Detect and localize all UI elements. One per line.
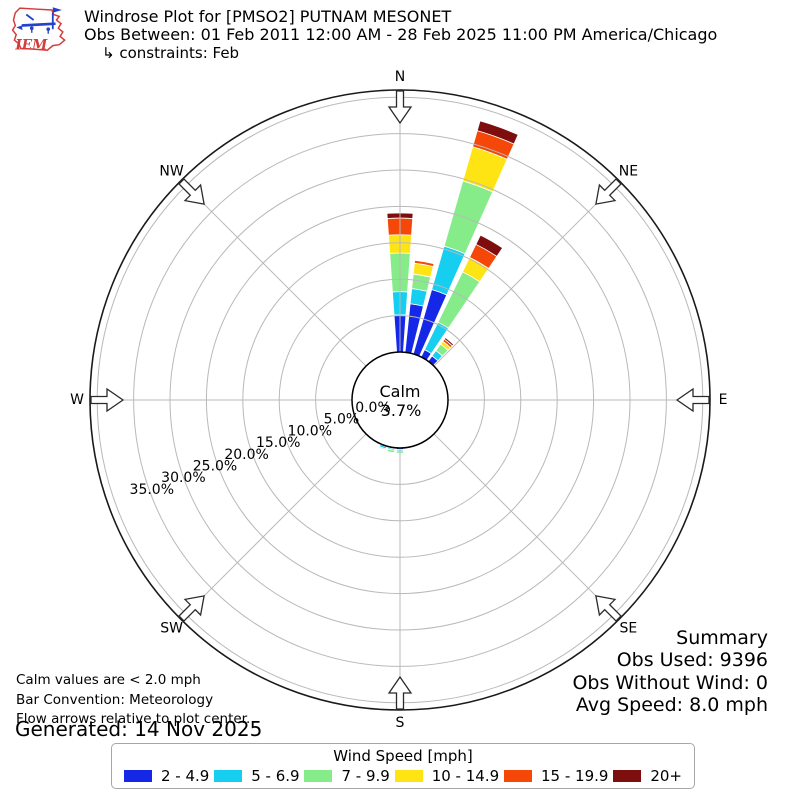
plot-subtitle: Obs Between: 01 Feb 2011 12:00 AM - 28 F… <box>84 25 718 44</box>
summary-block: Summary Obs Used: 9396 Obs Without Wind:… <box>572 627 768 717</box>
header: IEM Windrose Plot for [PMSO2] PUTNAM MES… <box>8 4 717 62</box>
legend-swatch-icon <box>124 770 152 782</box>
radial-tick-label: 35.0% <box>130 482 174 498</box>
plot-notes: Calm values are < 2.0 mph Bar Convention… <box>16 671 250 730</box>
flow-arrow-icon <box>90 387 125 413</box>
compass-label-n: N <box>395 69 405 85</box>
flow-arrow-icon <box>387 90 413 125</box>
summary-obs-used: Obs Used: 9396 <box>616 649 768 672</box>
grid-spoke <box>180 180 367 367</box>
note-convention: Bar Convention: Meteorology <box>16 691 214 708</box>
radial-tick-label: 5.0% <box>324 412 360 428</box>
generated-timestamp: Generated: 14 Nov 2025 <box>15 717 263 741</box>
petal-segment <box>413 259 435 268</box>
compass-label-nw: NW <box>159 164 183 180</box>
calm-label: Calm <box>379 382 420 401</box>
legend-item: 7 - 9.9 <box>304 767 390 785</box>
grid-spoke <box>433 180 620 367</box>
radial-tick-label: 10.0% <box>288 423 332 439</box>
radial-tick-label: 15.0% <box>256 435 300 451</box>
calm-value: 3.7% <box>381 401 422 420</box>
legend-item: 10 - 14.9 <box>394 767 500 785</box>
compass-label-e: E <box>719 392 728 408</box>
radial-tick-label: 20.0% <box>224 447 268 463</box>
note-calm: Calm values are < 2.0 mph <box>16 672 201 688</box>
compass-label-w: W <box>70 392 84 408</box>
compass-label-sw: SW <box>160 620 183 636</box>
legend-item: 5 - 6.9 <box>214 767 300 785</box>
grid-spoke <box>433 433 620 620</box>
legend-item: 2 - 4.9 <box>124 767 209 785</box>
legend-label: 5 - 6.9 <box>251 767 300 785</box>
legend-label: 10 - 14.9 <box>431 767 500 785</box>
iem-logo: IEM <box>11 7 66 53</box>
flow-arrow-icon <box>595 178 622 205</box>
legend-swatch-icon <box>504 770 533 782</box>
legend-label: 2 - 4.9 <box>161 767 210 785</box>
logo-text: IEM <box>14 37 48 53</box>
plot-title: Windrose Plot for [PMSO2] PUTNAM MESONET <box>84 7 452 26</box>
plot-boundary-circle <box>89 89 711 711</box>
legend-swatch-icon <box>394 770 423 782</box>
flow-arrow-icon <box>178 595 205 622</box>
radial-tick-label: 25.0% <box>193 459 237 475</box>
legend-item: 20+ <box>613 767 682 785</box>
legend-title: Wind Speed [mph] <box>333 747 473 765</box>
legend-items: 2 - 4.9 5 - 6.9 7 - 9.9 10 - 14.9 15 - 19.9 2… <box>112 764 694 785</box>
radial-tick-label: 0.0% <box>355 400 391 416</box>
petal-segment <box>386 451 395 454</box>
flow-arrow-icon <box>387 675 413 710</box>
compass-label-se: SE <box>620 620 638 636</box>
legend-item: 15 - 19.9 <box>504 767 608 785</box>
legend-label: 7 - 9.9 <box>341 767 390 785</box>
legend-label: 20+ <box>650 767 682 785</box>
flow-arrow-icon <box>595 595 622 622</box>
petal-segment <box>409 288 428 307</box>
plot-constraint: ↳ constraints: Feb <box>102 44 240 62</box>
petal-segment <box>476 120 519 145</box>
flow-arrow-icon <box>178 178 205 205</box>
flow-arrow-icon <box>675 387 710 413</box>
note-arrows: Flow arrows relative to plot center. <box>16 711 251 727</box>
summary-title: Summary <box>676 627 768 649</box>
weather-vane-icon <box>16 7 62 34</box>
compass-label-s: S <box>396 715 405 731</box>
title-block: Windrose Plot for [PMSO2] PUTNAM MESONET… <box>84 4 718 63</box>
petal-segment <box>475 234 504 257</box>
petal-segment <box>443 337 455 347</box>
summary-avg-speed: Avg Speed: 8.0 mph <box>575 694 768 717</box>
legend-swatch-icon <box>613 770 642 782</box>
legend-label: 15 - 19.9 <box>541 767 609 785</box>
summary-obs-without-wind: Obs Without Wind: 0 <box>572 671 768 694</box>
legend-swatch-icon <box>214 770 243 782</box>
radial-tick-label: 30.0% <box>161 470 205 486</box>
legend: Wind Speed [mph] 2 - 4.9 5 - 6.9 7 - 9.9 10… <box>111 743 695 789</box>
petal-segment <box>378 445 387 451</box>
calm-circle <box>351 351 449 449</box>
grid-spoke <box>180 433 367 620</box>
legend-swatch-icon <box>304 770 333 782</box>
compass-label-ne: NE <box>619 164 638 180</box>
